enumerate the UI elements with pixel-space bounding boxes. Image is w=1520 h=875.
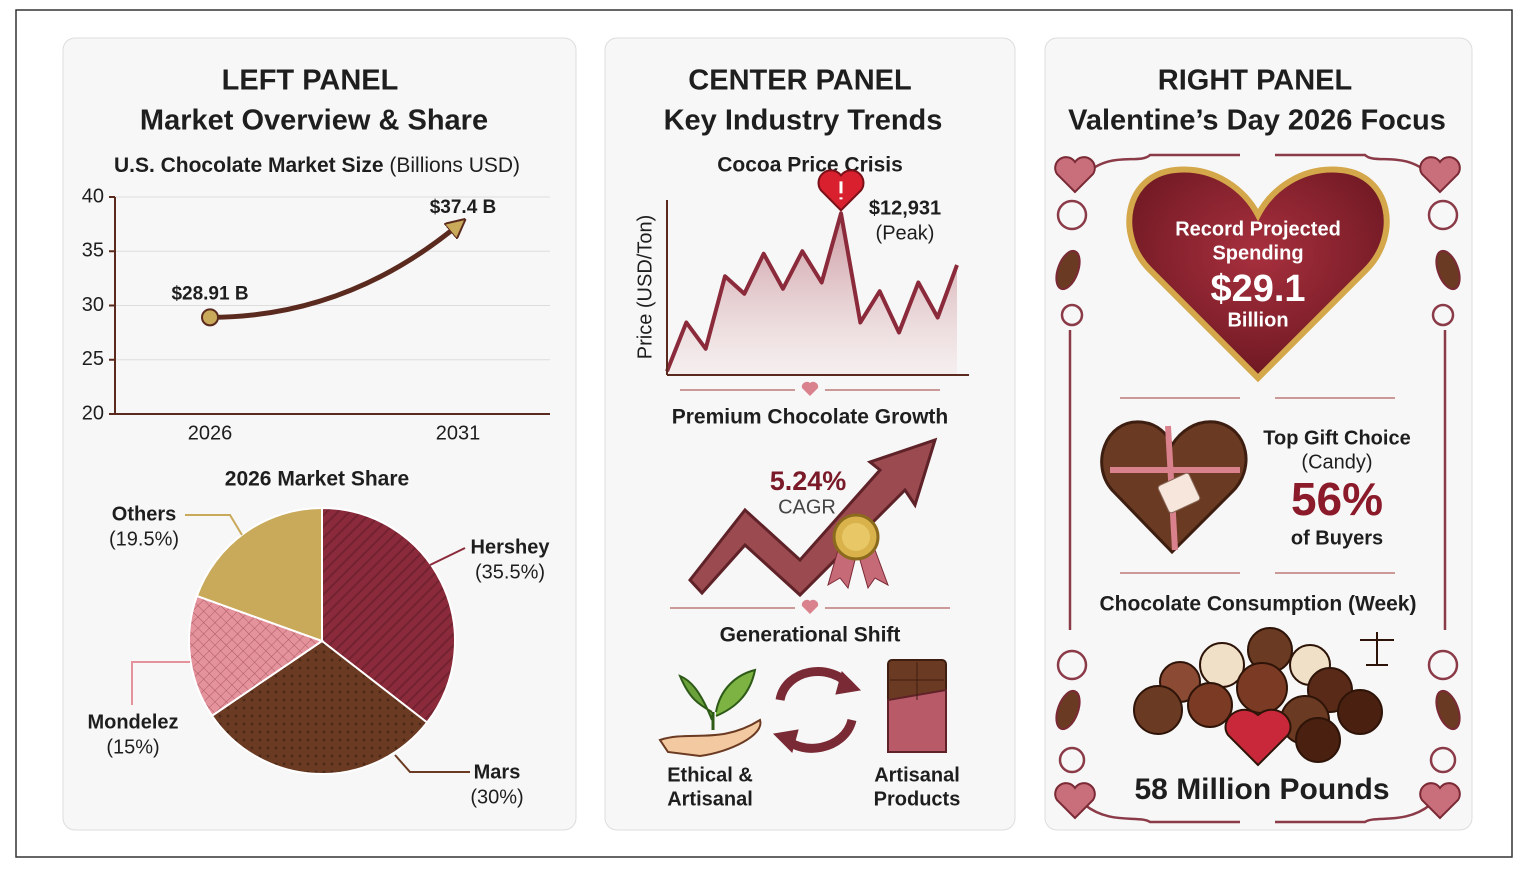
plant-hand-icon	[658, 668, 762, 758]
gift-unit: of Buyers	[1291, 527, 1383, 549]
section-title: Chocolate Consumption (Week)	[1100, 593, 1417, 616]
slice-label: Hershey	[471, 536, 551, 558]
y-tick-label: 35	[82, 240, 104, 262]
cycle-icon	[772, 667, 862, 753]
chocolates-icon	[1133, 627, 1394, 767]
growth-arrow	[688, 437, 938, 598]
chart-title: Cocoa Price Crisis	[717, 154, 903, 177]
gift-value: 56%	[1291, 473, 1383, 525]
leader-line	[131, 661, 190, 705]
price-area	[667, 213, 957, 375]
peak-value: $12,931	[869, 197, 941, 219]
panel-heading: CENTER PANEL	[688, 65, 911, 97]
slice-label: Others	[112, 503, 176, 525]
panel-subheading: Valentine’s Day 2026 Focus	[1068, 105, 1446, 137]
y-axis-label: Price (USD/Ton)	[634, 215, 656, 359]
corner-hearts	[1054, 156, 1461, 820]
value-label: $37.4 B	[430, 197, 497, 218]
slice-value-label: (15%)	[106, 736, 159, 758]
shift-label: Artisanal	[874, 764, 960, 786]
spending-value: $29.1	[1210, 268, 1305, 310]
shift-label: Products	[874, 788, 961, 810]
medal	[827, 513, 889, 590]
shift-label: Ethical &	[667, 764, 753, 786]
section-title: Premium Chocolate Growth	[672, 406, 949, 429]
section-title: Generational Shift	[720, 624, 901, 647]
y-tick-label: 40	[82, 185, 104, 207]
spending-label: Record Projected	[1175, 218, 1341, 240]
divider	[680, 381, 940, 396]
y-tick-label: 25	[82, 348, 104, 370]
slice-value-label: (19.5%)	[109, 528, 179, 550]
consumption-value: 58 Million Pounds	[1134, 773, 1389, 806]
spending-heart	[1126, 166, 1390, 383]
panel-subheading: Key Industry Trends	[664, 105, 943, 137]
leader-line	[429, 547, 466, 566]
panel-heading: RIGHT PANEL	[1158, 65, 1352, 97]
growth-rate-label: CAGR	[778, 496, 836, 518]
chart-unit: (Billions USD)	[389, 154, 520, 177]
y-tick-label: 20	[82, 402, 104, 424]
center-panel	[604, 37, 1016, 831]
frame	[15, 9, 1513, 858]
chart-title: 2026 Market Share	[225, 468, 409, 491]
gift-box-icon	[1100, 420, 1248, 555]
panel-heading: LEFT PANEL	[222, 65, 399, 97]
leader-line	[394, 754, 470, 773]
growth-rate: 5.24%	[770, 466, 847, 496]
slice-value-label: (35.5%)	[475, 561, 545, 583]
chocolate-bar-icon	[887, 659, 947, 753]
start-point	[201, 308, 219, 327]
price-line	[665, 211, 959, 372]
pie-slice	[195, 506, 323, 643]
x-tick-label: 2026	[188, 422, 233, 444]
divider	[1120, 397, 1395, 574]
trend-line	[209, 225, 458, 320]
pie-slice	[188, 594, 325, 718]
pie-slice	[321, 506, 456, 724]
panel-subheading: Market Overview & Share	[140, 105, 488, 137]
gift-label: (Candy)	[1301, 451, 1372, 473]
leader-line	[185, 514, 243, 536]
divider	[670, 599, 950, 614]
x-tick-label: 2031	[436, 422, 481, 444]
slice-label: Mondelez	[87, 711, 178, 733]
slice-value-label: (30%)	[470, 786, 523, 808]
shift-label: Artisanal	[667, 788, 753, 810]
peak-label: (Peak)	[876, 222, 935, 244]
y-tick-label: 30	[82, 294, 104, 316]
chart-title-main: U.S. Chocolate Market Size	[114, 154, 384, 177]
value-label: $28.91 B	[171, 283, 248, 304]
slice-label: Mars	[474, 761, 521, 783]
gift-label: Top Gift Choice	[1263, 427, 1410, 449]
pie-slice	[210, 639, 429, 775]
chart-title: U.S. Chocolate Market Size (Billions USD…	[114, 154, 520, 177]
spending-unit: Billion	[1227, 309, 1288, 331]
spending-label: Spending	[1212, 242, 1303, 264]
